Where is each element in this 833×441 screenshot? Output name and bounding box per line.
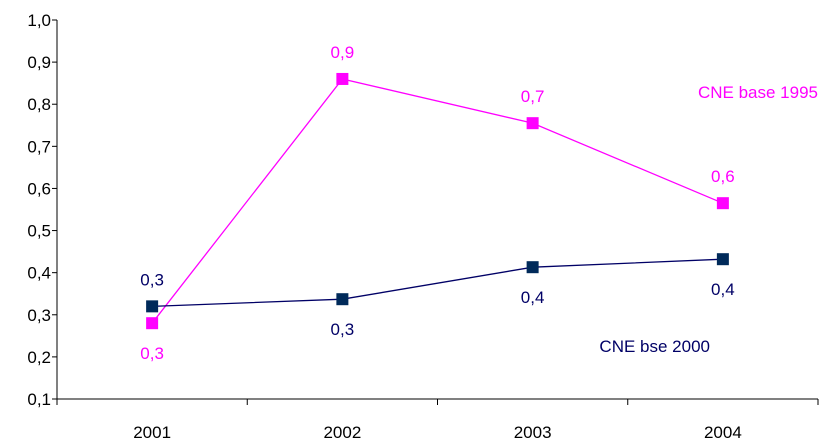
y-tick-label: 0,2 (27, 348, 51, 367)
y-tick-label: 0,7 (27, 137, 51, 156)
data-point-marker (716, 253, 729, 266)
series-label-cne-bse-2000: CNE bse 2000 (599, 337, 710, 356)
y-tick-label: 0,4 (27, 264, 51, 283)
series-label-cne-base-1995: CNE base 1995 (698, 83, 818, 102)
data-labels: 0,3 0,9 0,7 0,6 0,3 0,3 0,4 0,4 (140, 43, 734, 363)
y-tick-label: 1,0 (27, 11, 51, 30)
axes: 0,1 0,2 0,3 0,4 0,5 0,6 0,7 0,8 0,9 1,0 2001 2002 20… (27, 11, 819, 441)
x-tick-label: 2002 (323, 423, 361, 441)
data-point-marker (146, 300, 159, 313)
data-label: 0,3 (140, 344, 164, 363)
x-tick-label: 2003 (514, 423, 552, 441)
series-markers (146, 72, 729, 330)
series-line-0 (151, 78, 724, 324)
data-point-marker (526, 261, 539, 274)
y-tick-label: 0,3 (27, 306, 51, 325)
data-label: 0,6 (711, 167, 735, 186)
y-tick-label: 0,8 (27, 95, 51, 114)
x-tick-label: 2001 (133, 423, 171, 441)
data-point-marker (526, 117, 539, 130)
data-point-marker (336, 72, 349, 85)
y-tick-label: 0,6 (27, 179, 51, 198)
data-point-marker (146, 317, 159, 330)
series-line-1 (152, 258, 723, 308)
data-label: 0,4 (711, 280, 735, 299)
data-label: 0,3 (140, 270, 164, 289)
y-tick-label: 0,1 (27, 390, 51, 409)
data-point-marker (716, 197, 729, 210)
data-label: 0,4 (521, 288, 545, 307)
x-tick-label: 2004 (704, 423, 742, 441)
series-lines (151, 78, 724, 324)
data-label: 0,3 (331, 320, 355, 339)
y-tick-label: 0,5 (27, 222, 51, 241)
data-label: 0,9 (331, 43, 355, 62)
y-tick-label: 0,9 (27, 53, 51, 72)
data-point-marker (336, 293, 349, 306)
data-label: 0,7 (521, 87, 545, 106)
